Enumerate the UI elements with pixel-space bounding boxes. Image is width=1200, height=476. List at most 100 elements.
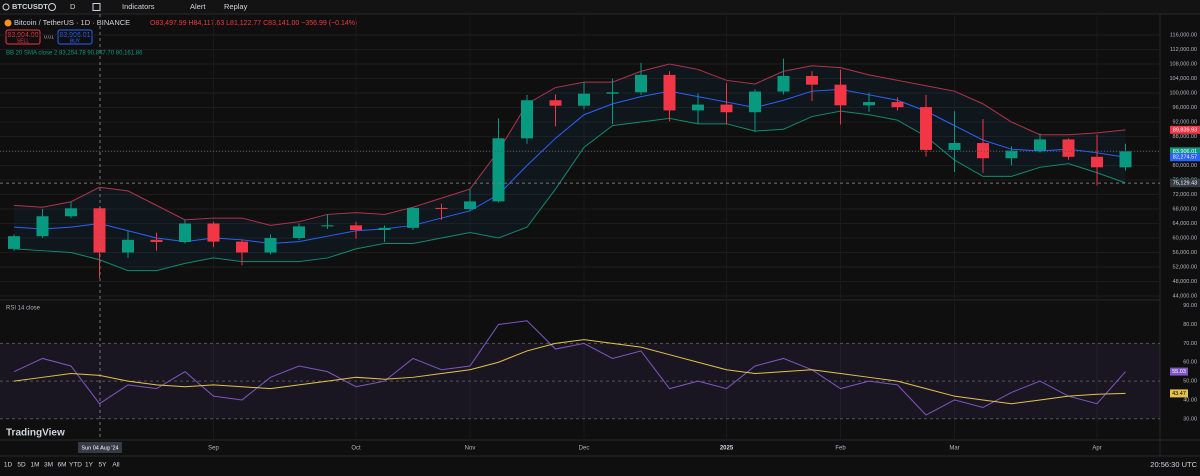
candle-body — [948, 143, 961, 150]
replay[interactable]: Replay — [224, 2, 248, 11]
band-lower — [13, 110, 1126, 272]
coin-icon — [4, 19, 12, 27]
candle-body — [36, 216, 49, 237]
candle-body — [236, 241, 248, 253]
crosshair-date: Sun 04 Aug '24 — [81, 445, 118, 451]
x-tick-label: Apr — [1092, 446, 1101, 452]
y-tick-label: 50.00 — [1183, 379, 1197, 385]
candle-body — [1034, 139, 1046, 151]
candle-body — [777, 75, 790, 92]
buy-button[interactable] — [57, 29, 93, 45]
range-button[interactable]: 1D — [4, 462, 13, 469]
candle-body — [264, 238, 277, 253]
sell-button[interactable] — [5, 29, 41, 45]
candle-body — [293, 226, 305, 238]
candle-body — [435, 207, 448, 209]
candle-body — [606, 92, 619, 94]
range-button[interactable]: 5Y — [99, 462, 108, 469]
candle-body — [1091, 156, 1103, 168]
range-button[interactable]: 6M — [57, 462, 66, 469]
price-label-bg — [1170, 147, 1200, 156]
toolbar — [0, 0, 1200, 14]
y-tick-label: 64,000.00 — [1173, 221, 1197, 227]
candle-body — [1005, 150, 1018, 159]
y-tick-label: 70.00 — [1183, 341, 1197, 347]
y-tick-label: 116,000.00 — [1170, 32, 1197, 38]
range-button[interactable]: YTD — [69, 462, 82, 469]
candle-body — [977, 143, 989, 159]
candle-body — [150, 239, 163, 242]
band-upper — [13, 63, 1126, 226]
y-tick-label: 60,000.00 — [1173, 235, 1197, 241]
y-tick-label: 92,000.00 — [1173, 119, 1197, 125]
y-tick-label: 52,000.00 — [1173, 264, 1197, 270]
candle-body — [350, 225, 362, 231]
y-tick-label: 68,000.00 — [1173, 206, 1197, 212]
candle-body — [407, 207, 419, 228]
candle-body — [122, 239, 134, 253]
candle-body — [321, 225, 334, 227]
band-fill — [14, 64, 1126, 271]
y-tick-label: 112,000.00 — [1170, 47, 1197, 53]
candle-body — [920, 107, 932, 150]
candle-body — [749, 91, 761, 113]
candle-body — [663, 74, 676, 111]
y-tick-label: 90.00 — [1183, 303, 1197, 309]
candle-body — [464, 201, 476, 209]
y-tick-label: 88,000.00 — [1173, 134, 1197, 140]
rsi-ma-line — [13, 339, 1126, 405]
y-tick-label: 48,000.00 — [1173, 279, 1197, 285]
candle-body — [549, 100, 562, 106]
y-tick-label: 108,000.00 — [1169, 61, 1197, 67]
spread: 0.01 — [44, 34, 54, 40]
candle-body — [806, 75, 818, 85]
crosshair-price-bg — [1170, 179, 1200, 188]
chart-type[interactable] — [92, 3, 101, 11]
range-button[interactable]: All — [112, 462, 120, 469]
price-label: 89,839.93 — [1173, 127, 1197, 133]
candle-body — [492, 138, 505, 202]
plot: 116,000.00 112,000.00 108,000.00 104,000.00… — [0, 14, 1200, 453]
search-icon[interactable] — [2, 3, 10, 11]
indicators[interactable]: Indicators — [122, 2, 155, 11]
y-tick-label: 60.00 — [1183, 360, 1197, 366]
brand: TradingView — [6, 428, 65, 439]
buy-label[interactable]: BUY — [70, 38, 81, 44]
x-tick-label: Dec — [579, 446, 590, 452]
band-basis — [13, 88, 1126, 244]
ohlc: O83,497.99 H84,117.63 L81,122.77 C83,141… — [150, 20, 357, 27]
y-tick-label: 56,000.00 — [1173, 250, 1197, 256]
rsi-title: RSI 14 close — [6, 306, 41, 312]
y-tick-label: 80.00 — [1183, 322, 1197, 328]
price-label: 82,274.57 — [1173, 155, 1197, 161]
alert[interactable]: Alert — [190, 2, 206, 11]
instrument: Bitcoin / TetherUS · 1D · BINANCE — [14, 18, 130, 27]
rsi-line — [13, 320, 1126, 416]
candle-body — [8, 236, 20, 249]
candle-body — [720, 104, 733, 113]
range-button[interactable]: 3M — [44, 462, 53, 469]
y-tick-label: 104,000.00 — [1169, 76, 1197, 82]
y-tick-label: 80,000.00 — [1173, 163, 1197, 169]
y-tick-label: 100,000.00 — [1169, 90, 1197, 96]
candle-body — [207, 223, 220, 242]
range-button[interactable]: 1M — [30, 462, 39, 469]
interval[interactable]: D — [70, 2, 76, 11]
candle-body — [863, 102, 875, 106]
range-button[interactable]: 5D — [17, 462, 26, 469]
x-tick-label: Feb — [835, 446, 846, 452]
symbol[interactable]: BTCUSDT — [12, 2, 48, 11]
price-label: 83,906.01 — [1173, 149, 1197, 155]
price-label-bg — [1170, 125, 1200, 134]
candle-body — [65, 208, 77, 217]
add-symbol[interactable] — [48, 3, 56, 11]
rsi-label-bg — [1170, 367, 1188, 376]
x-tick-label: 2025 — [720, 446, 734, 452]
y-tick-label: 30.00 — [1183, 416, 1197, 422]
sell-label[interactable]: SELL — [17, 38, 29, 44]
range-button[interactable]: 1Y — [85, 462, 94, 469]
candle-body — [692, 104, 704, 111]
crosshair-price: 75,129.43 — [1173, 181, 1197, 187]
candle-body — [635, 74, 647, 93]
